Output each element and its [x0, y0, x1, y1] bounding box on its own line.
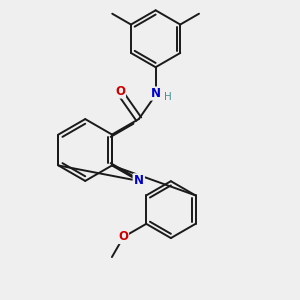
- Text: O: O: [116, 85, 125, 98]
- Text: N: N: [151, 87, 160, 100]
- Text: O: O: [118, 230, 128, 244]
- Text: N: N: [134, 174, 144, 188]
- Text: H: H: [164, 92, 172, 102]
